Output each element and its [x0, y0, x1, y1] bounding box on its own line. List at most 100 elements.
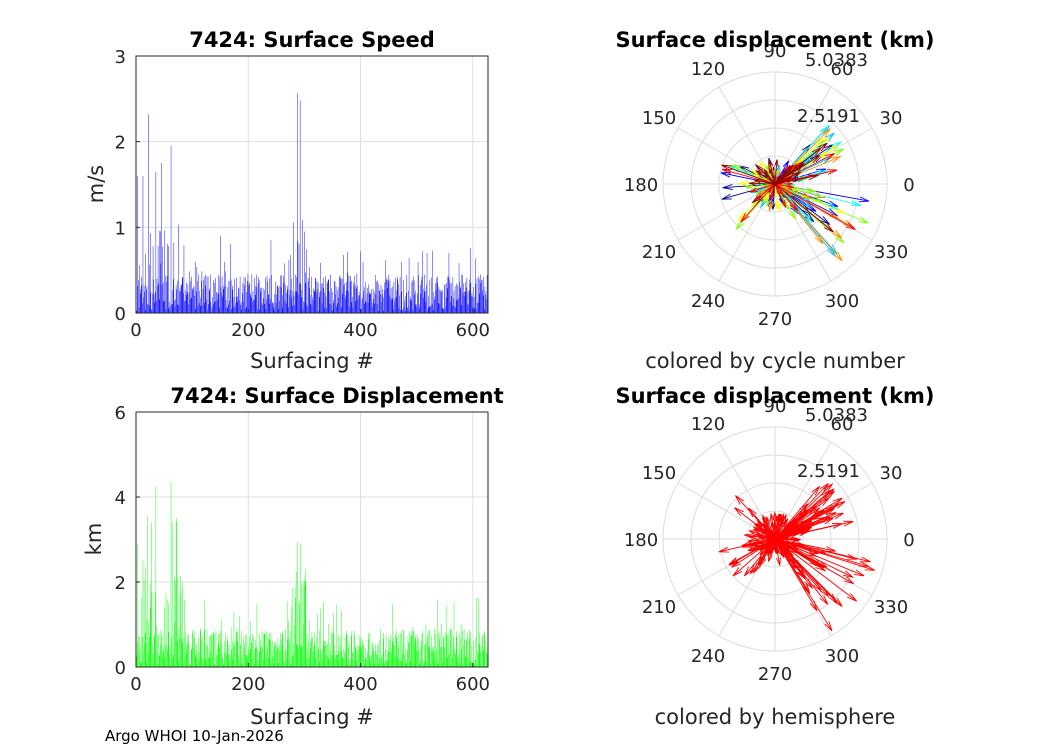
displacement-arrow — [763, 168, 776, 185]
y-tick-label: 0 — [115, 658, 126, 679]
displacement-arrow — [746, 183, 776, 190]
displacement-y-label: km — [82, 523, 106, 556]
speed-y-ticks: 0 1 2 3 — [115, 47, 140, 325]
polar-cycle-chart: 0 30 60 90 120 150 180 210 240 270 300 330 2.5191 5.0… — [615, 28, 934, 373]
displacement-arrow — [762, 517, 776, 540]
radius-label: 5.0383 — [805, 50, 868, 71]
displacement-arrow — [747, 538, 776, 543]
displacement-arrow — [774, 538, 785, 558]
displacement-arrow — [774, 183, 784, 196]
displacement-x-label: Surfacing # — [250, 705, 374, 729]
displacement-arrow — [769, 538, 776, 550]
speed-x-label: Surfacing # — [250, 349, 374, 373]
speed-x-ticks: 0 200 400 600 — [130, 309, 490, 341]
angle-label: 150 — [642, 108, 676, 129]
displacement-bars — [136, 482, 488, 668]
displacement-arrow — [774, 520, 854, 540]
x-tick-label: 600 — [456, 674, 490, 695]
displacement-arrow — [732, 538, 776, 577]
y-tick-label: 4 — [115, 488, 126, 509]
speed-title: 7424: Surface Speed — [189, 28, 435, 52]
polar-hemisphere-chart: 0 30 60 90 120 150 180 210 240 270 300 330 2.5191 5.0… — [615, 384, 934, 729]
angle-label: 300 — [825, 646, 859, 667]
displacement-arrow — [774, 183, 779, 210]
displacement-arrow — [774, 183, 813, 200]
displacement-arrow — [774, 538, 825, 569]
displacement-arrow — [768, 159, 776, 185]
displacement-arrow — [740, 183, 776, 223]
displacement-arrow — [758, 528, 776, 540]
displacement-arrow — [774, 510, 808, 540]
polar-cycle-labels: 0 30 60 90 120 150 180 210 240 270 300 330 2.5191 5.0… — [624, 41, 915, 330]
angle-label: 240 — [691, 291, 725, 312]
x-tick-label: 600 — [456, 320, 490, 341]
polar-hemisphere-title: Surface displacement (km) — [615, 384, 934, 408]
displacement-arrow — [774, 503, 839, 540]
angle-label: 60 — [831, 59, 854, 80]
polar-hemisphere-labels: 0 30 60 90 120 150 180 210 240 270 300 330 2.5191 5.0… — [624, 396, 915, 685]
displacement-arrow — [774, 538, 811, 594]
displacement-title: 7424: Surface Displacement — [170, 384, 503, 408]
displacement-axes-box — [135, 411, 489, 668]
displacement-arrow — [774, 159, 779, 185]
angle-label: 30 — [880, 463, 903, 484]
y-tick-label: 0 — [115, 304, 126, 325]
displacement-arrow — [768, 183, 776, 202]
displacement-arrow — [772, 183, 776, 194]
displacement-arrow — [738, 183, 776, 221]
angle-label: 90 — [764, 396, 787, 417]
displacement-arrow — [722, 183, 776, 190]
radius-label: 2.5191 — [797, 106, 860, 127]
displacement-arrow — [774, 526, 811, 540]
x-tick-label: 200 — [231, 674, 265, 695]
displacement-arrow — [774, 183, 834, 233]
displacement-arrow — [774, 183, 799, 212]
displacement-arrow — [774, 514, 787, 540]
displacement-arrow — [774, 183, 794, 189]
angle-label: 60 — [831, 414, 854, 435]
y-tick-label: 2 — [115, 573, 126, 594]
angle-label: 270 — [758, 309, 792, 330]
angle-label: 120 — [691, 414, 725, 435]
polar-cycle-title: Surface displacement (km) — [615, 28, 934, 52]
x-tick-label: 200 — [231, 320, 265, 341]
displacement-arrow — [774, 538, 797, 566]
radius-label: 5.0383 — [805, 405, 868, 426]
speed-axes-box — [135, 55, 489, 314]
footer-credit: Argo WHOI 10-Jan-2026 — [105, 727, 284, 745]
displacement-arrow — [774, 183, 780, 195]
speed-y-label: m/s — [84, 165, 108, 203]
displacement-arrow — [734, 507, 776, 540]
displacement-arrow — [774, 507, 821, 540]
angle-label: 330 — [874, 597, 908, 618]
angle-label: 210 — [642, 242, 676, 263]
displacement-arrow — [756, 519, 776, 540]
angle-label: 300 — [825, 291, 859, 312]
y-tick-label: 3 — [115, 47, 126, 68]
displacement-arrow — [749, 181, 776, 186]
displacement-arrow — [770, 522, 776, 540]
displacement-arrow — [749, 183, 776, 193]
polar-cycle-arrows — [720, 125, 870, 262]
polar-spoke — [718, 183, 776, 282]
angle-label: 120 — [691, 59, 725, 80]
displacement-arrow — [774, 163, 805, 185]
displacement-plot-area — [136, 412, 488, 667]
x-tick-label: 0 — [130, 674, 141, 695]
displacement-arrow — [773, 538, 776, 552]
displacement-arrow — [741, 538, 776, 547]
displacement-arrow — [774, 183, 856, 230]
displacement-arrow — [755, 170, 776, 185]
displacement-arrow — [754, 179, 776, 185]
y-tick-label: 1 — [115, 218, 126, 239]
angle-label: 90 — [764, 41, 787, 62]
displacement-arrow — [721, 164, 776, 185]
y-tick-label: 6 — [115, 403, 126, 424]
x-tick-label: 400 — [343, 320, 377, 341]
angle-label: 240 — [691, 646, 725, 667]
speed-bars — [136, 92, 488, 314]
displacement-arrow — [774, 537, 800, 543]
polar-cycle-subtitle: colored by cycle number — [645, 349, 905, 373]
displacement-arrow — [753, 528, 776, 540]
